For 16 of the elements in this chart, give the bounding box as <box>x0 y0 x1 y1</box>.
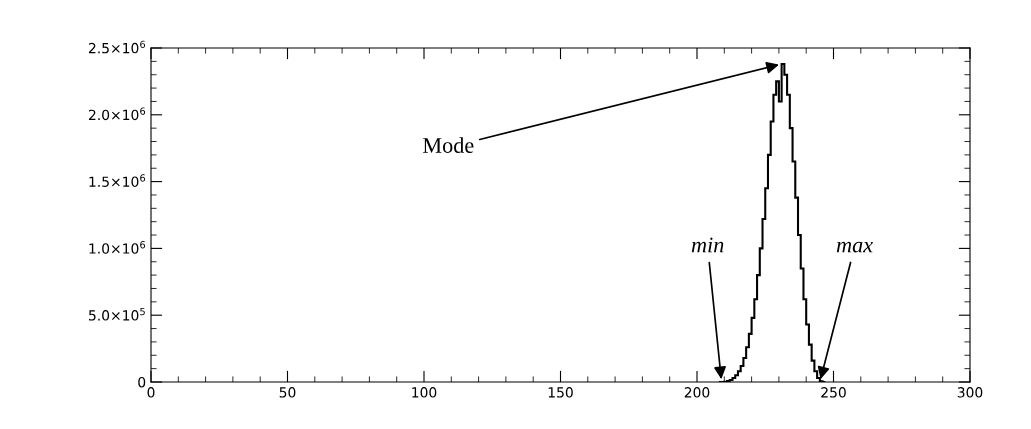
y-tick-label: 2.0×10$^{6}$ <box>88 107 146 121</box>
x-tick-label: 200 <box>684 387 710 398</box>
x-tick-label: 100 <box>412 387 437 398</box>
annotation: Mode <box>423 137 474 153</box>
y-tick-label: 5.0×10$^{5}$ <box>89 307 145 321</box>
y-tick-label: 2.5×10$^{6}$ <box>88 40 146 54</box>
x-tick-label: 150 <box>548 387 573 398</box>
x-tick-label: 300 <box>957 387 983 398</box>
x-tick-label: 0 <box>147 387 155 398</box>
x-tick-label: 250 <box>821 387 846 398</box>
y-tick-label: 1.0×10$^{6}$ <box>89 241 146 254</box>
annotation: max <box>836 241 873 253</box>
x-tick-label: 50 <box>279 387 296 398</box>
annotation: min <box>691 237 724 253</box>
y-tick-label: 0 <box>138 376 146 388</box>
y-tick-label: 1.5×10$^{6}$ <box>89 174 146 187</box>
